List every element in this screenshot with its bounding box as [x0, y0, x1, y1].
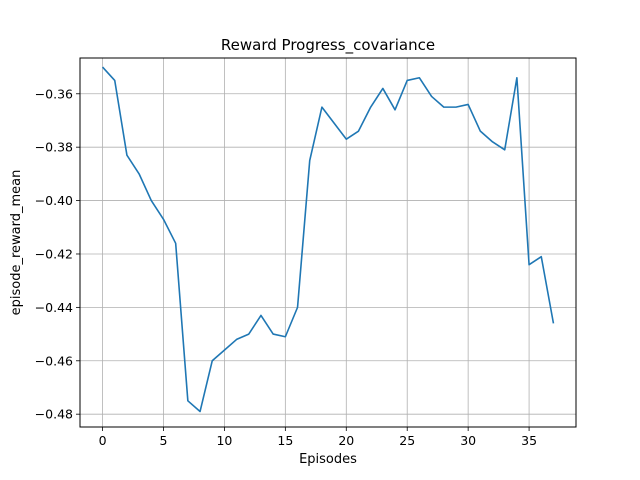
x-tick-label: 5 [160, 433, 168, 448]
x-tick-label: 25 [399, 433, 415, 448]
series-layer [101, 66, 555, 413]
y-tick-label: −0.48 [35, 407, 73, 422]
plot-frame [79, 57, 577, 428]
y-tick-label: −0.40 [35, 193, 73, 208]
y-tick-label: −0.46 [35, 353, 73, 368]
x-tick-label: 10 [216, 433, 232, 448]
grid [80, 58, 576, 427]
x-tick-label: 35 [521, 433, 537, 448]
x-tick-label: 20 [338, 433, 354, 448]
y-tick-label: −0.36 [35, 86, 73, 101]
y-tick-label: −0.44 [35, 300, 73, 315]
series-line [101, 66, 555, 413]
x-tick-label: 15 [277, 433, 293, 448]
y-axis-label: episode_reward_mean [9, 170, 24, 316]
chart-title: Reward Progress_covariance [221, 36, 435, 55]
x-tick-label: 0 [99, 433, 107, 448]
x-axis-label: Episodes [299, 452, 357, 467]
x-axis-ticks: 0 5 10 15 20 25 30 35 [99, 427, 537, 448]
y-tick-label: −0.38 [35, 140, 73, 155]
y-axis-ticks: −0.48 −0.46 −0.44 −0.42 −0.40 −0.38 −0.36 [35, 86, 80, 422]
y-tick-label: −0.42 [35, 246, 73, 261]
x-tick-label: 30 [460, 433, 476, 448]
